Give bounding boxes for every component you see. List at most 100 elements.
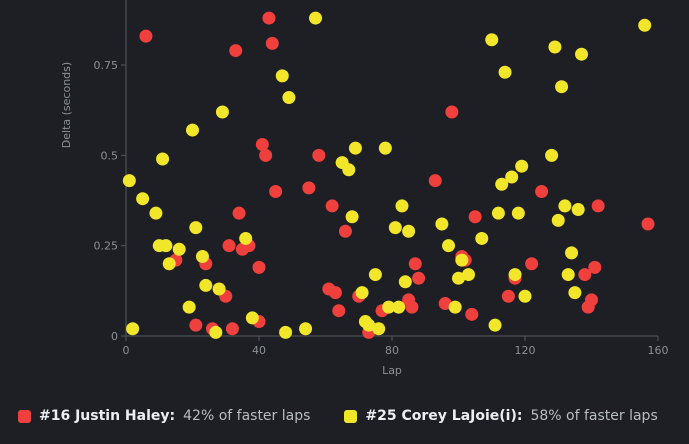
data-point[interactable] (561, 268, 575, 282)
data-point[interactable] (548, 40, 562, 54)
data-point[interactable] (488, 318, 502, 332)
data-point[interactable] (139, 29, 153, 43)
data-point[interactable] (475, 231, 489, 245)
data-point[interactable] (565, 246, 579, 260)
data-point[interactable] (328, 286, 342, 300)
data-point[interactable] (136, 192, 150, 206)
data-point[interactable] (342, 163, 356, 177)
data-point[interactable] (215, 105, 229, 119)
data-point[interactable] (452, 271, 465, 285)
data-point[interactable] (229, 44, 243, 58)
data-point[interactable] (312, 148, 326, 162)
data-point[interactable] (355, 286, 369, 300)
data-point[interactable] (568, 286, 582, 300)
data-point[interactable] (525, 257, 539, 271)
data-point[interactable] (172, 242, 186, 256)
data-point[interactable] (491, 206, 505, 220)
data-point[interactable] (551, 213, 565, 227)
data-point[interactable] (195, 250, 209, 264)
data-point[interactable] (402, 224, 416, 238)
data-point[interactable] (398, 275, 412, 289)
data-point[interactable] (445, 105, 459, 119)
data-point[interactable] (575, 47, 589, 61)
data-point[interactable] (279, 325, 293, 339)
data-point[interactable] (442, 239, 456, 253)
data-point[interactable] (259, 148, 273, 162)
data-point[interactable] (555, 80, 569, 94)
data-point[interactable] (239, 231, 253, 245)
data-point[interactable] (585, 293, 598, 307)
data-point[interactable] (275, 69, 289, 83)
data-point[interactable] (378, 141, 392, 155)
data-point[interactable] (269, 184, 283, 198)
data-point[interactable] (388, 221, 402, 235)
data-point[interactable] (578, 268, 592, 282)
data-point[interactable] (485, 33, 499, 47)
data-point[interactable] (571, 203, 585, 217)
data-point[interactable] (225, 322, 239, 336)
data-point[interactable] (395, 199, 409, 213)
data-point[interactable] (299, 322, 313, 336)
data-point[interactable] (518, 289, 532, 303)
data-point[interactable] (189, 221, 203, 235)
data-point[interactable] (222, 239, 236, 253)
data-point[interactable] (435, 217, 449, 231)
data-point[interactable] (515, 159, 529, 173)
data-point[interactable] (638, 18, 652, 32)
data-point[interactable] (309, 11, 323, 25)
data-point[interactable] (338, 224, 352, 238)
data-point[interactable] (282, 91, 296, 105)
data-point[interactable] (332, 304, 346, 318)
data-point[interactable] (501, 289, 515, 303)
data-point[interactable] (212, 282, 226, 296)
data-point[interactable] (262, 11, 276, 25)
data-point[interactable] (252, 260, 266, 274)
data-point[interactable] (588, 260, 602, 274)
data-point[interactable] (412, 271, 426, 285)
data-point[interactable] (209, 325, 223, 339)
data-point[interactable] (448, 300, 462, 314)
data-point[interactable] (508, 268, 522, 282)
data-point[interactable] (465, 307, 479, 321)
data-point[interactable] (159, 239, 173, 253)
data-point[interactable] (182, 300, 196, 314)
data-point[interactable] (126, 322, 140, 336)
data-point[interactable] (156, 152, 170, 166)
data-point[interactable] (186, 123, 199, 137)
data-point[interactable] (199, 278, 213, 292)
data-point[interactable] (545, 148, 559, 162)
data-point[interactable] (189, 318, 203, 332)
data-point[interactable] (265, 36, 279, 50)
data-point[interactable] (392, 300, 406, 314)
data-point[interactable] (641, 217, 655, 231)
data-point[interactable] (428, 174, 442, 188)
data-point[interactable] (232, 206, 246, 220)
data-point[interactable] (382, 300, 396, 314)
data-point[interactable] (511, 206, 525, 220)
data-point[interactable] (455, 253, 469, 267)
data-point[interactable] (368, 268, 382, 282)
data-point[interactable] (591, 199, 605, 213)
data-point[interactable] (558, 199, 572, 213)
data-point[interactable] (468, 210, 482, 224)
data-point[interactable] (302, 181, 316, 195)
data-point[interactable] (345, 210, 359, 224)
data-point[interactable] (149, 206, 163, 220)
data-point[interactable] (495, 177, 509, 191)
data-point[interactable] (255, 138, 269, 152)
data-point[interactable] (461, 268, 475, 282)
data-point[interactable] (535, 184, 549, 198)
data-point[interactable] (348, 141, 362, 155)
legend-item-1[interactable]: #16 Justin Haley: 42% of faster laps (18, 408, 310, 424)
data-point[interactable] (408, 257, 422, 271)
data-point[interactable] (162, 257, 176, 271)
data-point[interactable] (245, 311, 259, 325)
data-point[interactable] (438, 296, 452, 310)
legend-item-2[interactable]: #25 Corey LaJoie(i): 58% of faster laps (344, 408, 658, 424)
data-point[interactable] (362, 318, 376, 332)
data-point[interactable] (372, 322, 386, 336)
data-point[interactable] (405, 300, 419, 314)
data-point[interactable] (498, 65, 512, 79)
data-point[interactable] (505, 170, 519, 184)
data-point[interactable] (122, 174, 136, 188)
